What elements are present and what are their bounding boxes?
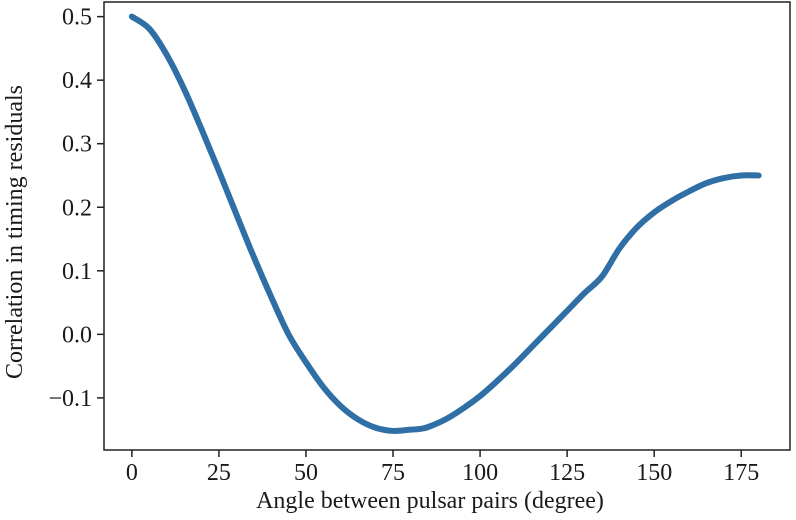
y-axis: −0.1 0.0 0.1 0.2 0.3 0.4 0.5: [48, 5, 104, 412]
x-axis-label: Angle between pulsar pairs (degree): [256, 488, 604, 514]
x-tick-label: 125: [549, 460, 585, 486]
series-line: [128, 13, 762, 434]
x-tick-label: 0: [126, 460, 138, 486]
x-axis: 0 25 50 75 100 125 150 175: [126, 450, 759, 486]
y-tick-label: 0.0: [62, 322, 92, 348]
series-layer: [128, 13, 762, 434]
x-tick-label: 100: [462, 460, 498, 486]
x-tick-label: 150: [636, 460, 672, 486]
y-tick-label: 0.4: [62, 68, 92, 94]
y-tick-label: 0.5: [62, 5, 92, 31]
y-tick-label: 0.2: [62, 195, 92, 221]
y-axis-label: Correlation in timing residuals: [2, 85, 28, 379]
plot-frame: [103, 1, 791, 451]
x-tick-label: 25: [207, 460, 231, 486]
x-tick-label: 75: [381, 460, 405, 486]
y-tick-label: −0.1: [48, 386, 92, 412]
x-tick-label: 175: [723, 460, 759, 486]
y-tick-label: 0.3: [62, 132, 92, 158]
y-tick-label: 0.1: [62, 259, 92, 285]
x-tick-label: 50: [294, 460, 318, 486]
